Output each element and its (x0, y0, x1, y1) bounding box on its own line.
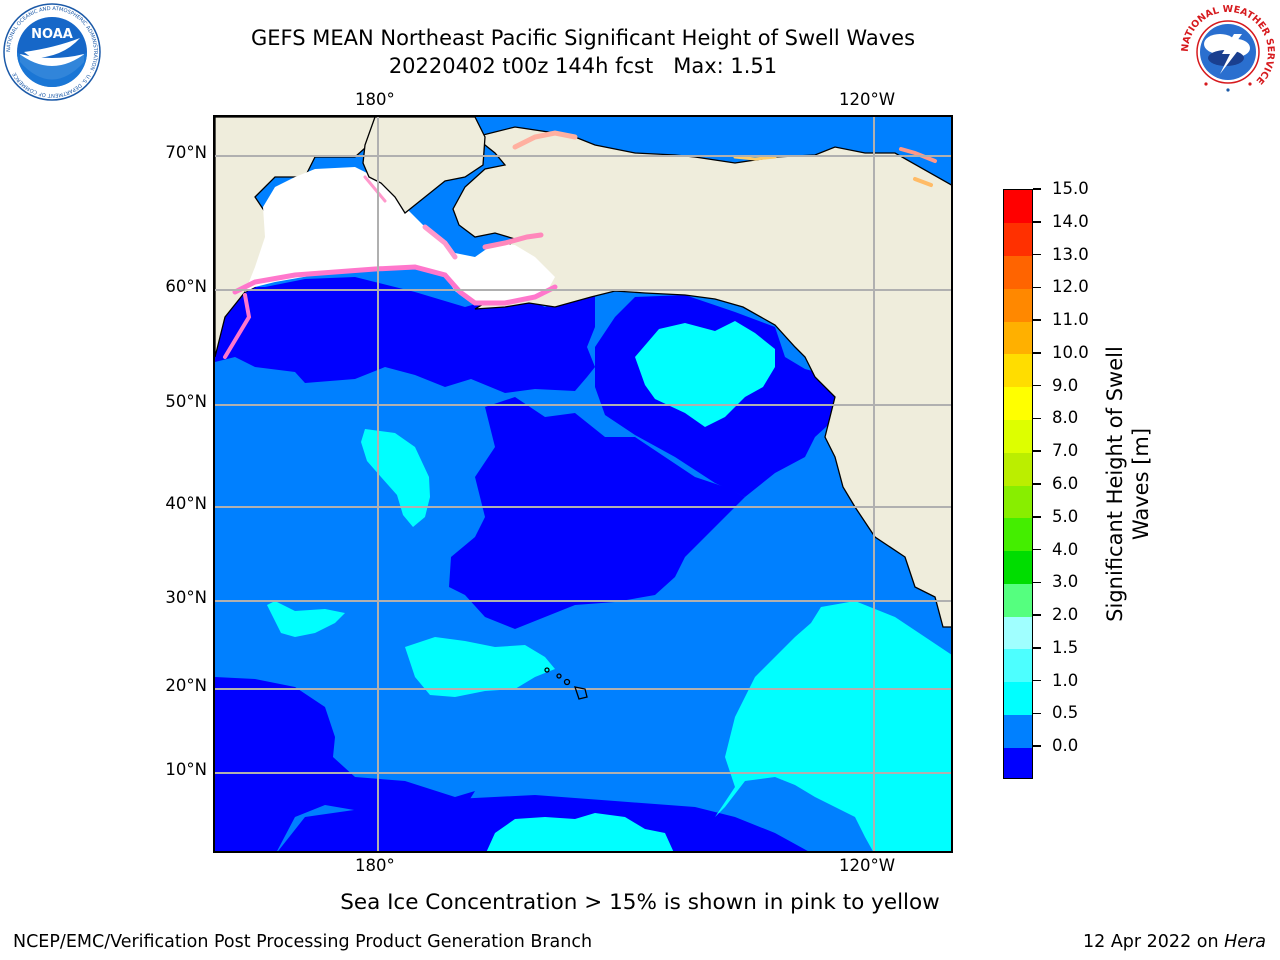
swell-field-west-1.0-1.5 (267, 601, 345, 637)
colorbar-segment (1004, 616, 1032, 650)
footer-credit: NCEP/EMC/Verification Post Processing Pr… (13, 932, 593, 952)
sea-ice-note: Sea Ice Concentration > 15% is shown in … (340, 890, 940, 915)
colorbar-segment (1004, 550, 1032, 584)
colorbar-segment (1004, 583, 1032, 617)
colorbar-tick (1033, 286, 1041, 289)
swell-field-gulf-alaska-1.0-1.5 (635, 321, 775, 427)
colorbar-tick (1033, 483, 1041, 485)
footer-date: 12 Apr 2022 on Hera (1083, 932, 1266, 952)
colorbar-tick (1033, 188, 1041, 190)
lat-label-70n: 70°N (165, 143, 207, 162)
colorbar-tick (1033, 516, 1041, 518)
colorbar-tick (1033, 647, 1041, 649)
swell-field-central-low (449, 397, 745, 629)
colorbar-tick (1033, 384, 1041, 387)
lon-label-bottom-120w: 120°W (839, 856, 896, 875)
colorbar-tick-label: 11.0 (1052, 310, 1089, 330)
lon-label-top-180: 180° (355, 90, 395, 109)
colorbar-segment (1004, 386, 1032, 421)
colorbar-segment (1004, 681, 1032, 716)
footer-date-text: 12 Apr 2022 on (1083, 932, 1225, 952)
national-weather-service-logo: NATIONAL WEATHER SERVICE (1180, 4, 1276, 100)
colorbar-tick (1033, 417, 1041, 420)
swell-field-eastern-1.0-1.5 (715, 601, 951, 851)
lat-label-30n: 30°N (165, 588, 207, 607)
hawaiian-islands (544, 667, 588, 700)
lat-label-50n: 50°N (165, 392, 207, 411)
lat-label-40n: 40°N (165, 494, 207, 513)
colorbar-segment (1004, 321, 1032, 355)
colorbar-segment (1004, 648, 1032, 683)
colorbar-tick-label: 15.0 (1052, 179, 1089, 198)
svg-text:NOAA: NOAA (31, 27, 73, 42)
colorbar-segment (1004, 353, 1032, 388)
colorbar-tick-label: 13.0 (1052, 244, 1089, 264)
noaa-logo: NATIONAL OCEANIC AND ATMOSPHERIC ADMINIS… (3, 3, 101, 101)
colorbar-tick (1033, 221, 1041, 223)
colorbar-tick-label: 5.0 (1052, 506, 1079, 526)
colorbar-segment (1004, 255, 1032, 289)
colorbar-tick (1033, 253, 1041, 256)
map-frame (213, 115, 953, 853)
bering-land-patch (362, 117, 486, 214)
colorbar-tick (1033, 745, 1041, 747)
footer-host: Hera (1224, 932, 1266, 952)
colorbar-tick (1033, 712, 1041, 715)
colorbar-tick-label: 12.0 (1052, 277, 1089, 297)
swell-field-hawaii-1.0-1.5 (405, 637, 555, 697)
colorbar (1003, 189, 1033, 779)
swell-field-southcentral-1.0-1.5 (486, 813, 674, 851)
colorbar-segment (1004, 452, 1032, 486)
lon-label-bottom-180: 180° (355, 856, 395, 875)
colorbar-tick-label: 3.0 (1052, 572, 1079, 592)
colorbar-tick (1033, 352, 1041, 354)
lat-label-10n: 10°N (165, 760, 207, 779)
colorbar-segment (1004, 714, 1032, 748)
colorbar-tick (1033, 319, 1041, 321)
colorbar-tick (1033, 548, 1041, 551)
colorbar-segment (1004, 485, 1032, 519)
colorbar-segment (1004, 288, 1032, 322)
colorbar-tick (1033, 614, 1041, 616)
colorbar-tick-label: 14.0 (1052, 211, 1089, 231)
colorbar-segment (1004, 517, 1032, 552)
colorbar-tick-label: 0.5 (1052, 703, 1079, 723)
colorbar-tick (1033, 679, 1041, 682)
swell-height-map (215, 117, 951, 851)
colorbar-tick-label: 4.0 (1052, 539, 1079, 559)
map-subtitle: 20220402 t00z 144h fcst Max: 1.51 (388, 54, 778, 78)
lon-label-top-120w: 120°W (839, 90, 896, 109)
colorbar-tick-label: 2.0 (1052, 605, 1079, 625)
map-title: GEFS MEAN Northeast Pacific Significant … (250, 26, 916, 50)
colorbar-tick (1033, 581, 1041, 584)
colorbar-segment (1004, 190, 1032, 224)
colorbar-title: Significant Height of Swell Waves [m] (1103, 346, 1153, 622)
colorbar-segment (1004, 419, 1032, 453)
lat-label-60n: 60°N (165, 277, 207, 296)
bering-open-white (245, 167, 555, 303)
colorbar-tick-label: 6.0 (1052, 474, 1079, 493)
colorbar-segment (1004, 747, 1032, 778)
colorbar-tick-label: 7.0 (1052, 441, 1079, 461)
colorbar-tick-label: 10.0 (1052, 342, 1089, 362)
sea-ice-fringe (223, 130, 937, 359)
colorbar-tick-label: 0.0 (1052, 736, 1079, 756)
colorbar-tick (1033, 450, 1041, 452)
colorbar-tick-label: 1.0 (1052, 670, 1079, 690)
colorbar-tick-label: 9.0 (1052, 375, 1079, 395)
colorbar-tick-label: 1.5 (1052, 637, 1079, 657)
lat-label-20n: 20°N (165, 676, 207, 695)
colorbar-tick-label: 8.0 (1052, 408, 1079, 428)
colorbar-segment (1004, 222, 1032, 257)
